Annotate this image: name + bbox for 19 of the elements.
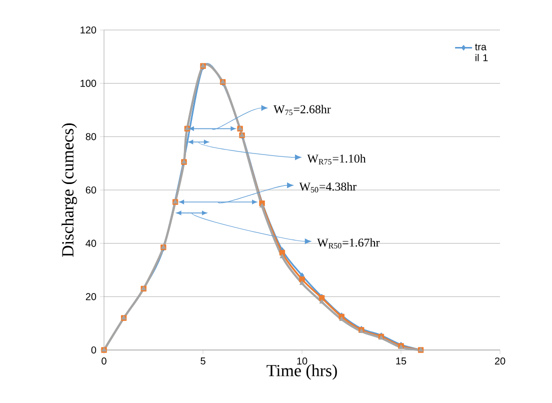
y-tick-label: 40	[86, 240, 96, 247]
y-tick-label: 120	[80, 26, 96, 34]
y-tick-label: 80	[86, 133, 96, 140]
annotation: W$_{R75}$=1.10h	[307, 154, 366, 164]
y-tick-label: 20	[86, 293, 96, 300]
y-axis-title: Discharge (cumecs)	[62, 123, 78, 257]
annotation: W$_{50}$=4.38hr	[299, 182, 357, 192]
y-tick-label: 100	[80, 80, 96, 87]
x-tick-label: 5	[200, 358, 206, 364]
x-tick-label: 20	[494, 358, 506, 365]
x-tick-label: 10	[297, 358, 308, 365]
annotation: W$_{R50}$=1.67hr	[317, 238, 380, 248]
y-tick-label: 0	[91, 346, 96, 354]
x-tick-label: 0	[102, 358, 106, 365]
annotation: W$_{75}$=2.68hr	[274, 104, 331, 116]
x-axis-title: Time (hrs)	[266, 364, 337, 380]
legend-label: tra il 1	[475, 44, 488, 62]
y-tick-label: 60	[86, 186, 96, 194]
x-tick-label: 15	[396, 358, 406, 364]
